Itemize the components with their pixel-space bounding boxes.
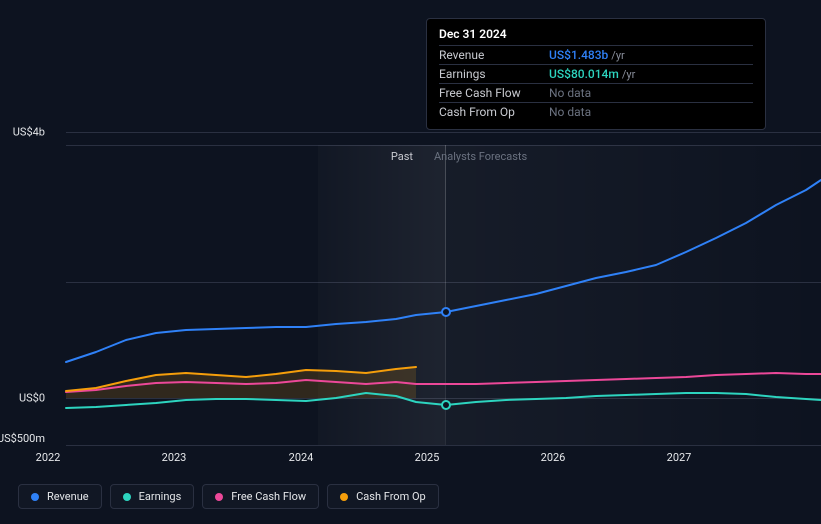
x-tick-label: 2022: [36, 451, 61, 464]
revenue-marker: [442, 308, 450, 316]
tooltip-value: US$80.014m: [549, 67, 619, 81]
tooltip-unit: /yr: [611, 49, 624, 62]
legend-dot-icon: [215, 493, 223, 501]
tooltip-key: Cash From Op: [439, 105, 549, 119]
tooltip-key: Free Cash Flow: [439, 86, 549, 100]
chart-legend: Revenue Earnings Free Cash Flow Cash From O…: [18, 484, 439, 509]
tooltip-date: Dec 31 2024: [439, 27, 753, 45]
legend-dot-icon: [340, 493, 348, 501]
y-tick-label: US$0: [19, 392, 45, 405]
legend-label: Earnings: [139, 490, 182, 503]
y-tick-label: US$4b: [13, 126, 45, 139]
tooltip-key: Revenue: [439, 48, 549, 62]
legend-dot-icon: [31, 493, 39, 501]
earnings-marker: [442, 401, 450, 409]
revenue-line[interactable]: [66, 180, 821, 362]
tooltip-row: RevenueUS$1.483b/yr: [439, 45, 753, 64]
x-tick-label: 2026: [541, 451, 566, 464]
x-tick-label: 2023: [162, 451, 187, 464]
tooltip-row: EarningsUS$80.014m/yr: [439, 64, 753, 83]
x-tick-label: 2024: [289, 451, 314, 464]
y-tick-label: -US$500m: [0, 419, 45, 445]
x-tick-label: 2027: [667, 451, 692, 464]
legend-label: Cash From Op: [356, 490, 426, 503]
tooltip-key: Earnings: [439, 67, 549, 81]
x-tick-label: 2025: [415, 451, 440, 464]
tooltip-row: Free Cash FlowNo data: [439, 83, 753, 102]
legend-item-cash_from_op[interactable]: Cash From Op: [327, 484, 439, 509]
legend-label: Revenue: [47, 490, 89, 503]
legend-item-free_cash_flow[interactable]: Free Cash Flow: [202, 484, 319, 509]
legend-item-earnings[interactable]: Earnings: [110, 484, 195, 509]
legend-dot-icon: [123, 493, 131, 501]
chart-tooltip: Dec 31 2024 RevenueUS$1.483b/yrEarningsU…: [426, 18, 766, 130]
legend-item-revenue[interactable]: Revenue: [18, 484, 102, 509]
tooltip-value: US$1.483b: [549, 48, 608, 62]
tooltip-value: No data: [549, 86, 591, 100]
tooltip-value: No data: [549, 105, 591, 119]
tooltip-unit: /yr: [622, 68, 635, 81]
legend-label: Free Cash Flow: [231, 490, 306, 503]
tooltip-row: Cash From OpNo data: [439, 102, 753, 121]
